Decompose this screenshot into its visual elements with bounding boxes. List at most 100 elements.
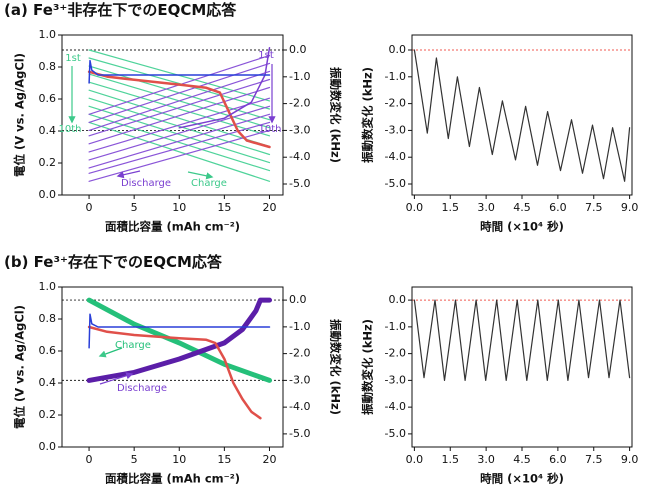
data-line bbox=[88, 78, 271, 137]
annotation: 10th bbox=[59, 124, 82, 135]
x-tick-label: 20 bbox=[262, 453, 276, 466]
x-tick-label: 3.0 bbox=[477, 453, 495, 466]
x-tick-label: 1.5 bbox=[442, 201, 460, 214]
x-tick-label: 5 bbox=[131, 453, 138, 466]
y-tick-label: 0.2 bbox=[39, 408, 57, 421]
y-tick-label: -4.0 bbox=[385, 400, 406, 413]
y-tick-label: 1.0 bbox=[39, 280, 57, 293]
y2-tick-label: -5.0 bbox=[289, 427, 310, 440]
x-tick-label: 9.0 bbox=[621, 201, 639, 214]
panel-title: (a) Fe³⁺非存在下でのEQCM応答 bbox=[4, 1, 237, 19]
data-line bbox=[88, 62, 271, 123]
data-line bbox=[88, 129, 271, 182]
plot-area bbox=[413, 299, 631, 381]
y2-tick-label: -4.0 bbox=[289, 150, 310, 163]
data-line bbox=[88, 97, 271, 156]
y-tick-label: -4.0 bbox=[385, 150, 406, 163]
data-line bbox=[88, 113, 271, 169]
x-tick-label: 4.5 bbox=[513, 453, 531, 466]
x-tick-label: 7.5 bbox=[585, 201, 603, 214]
annotation: Discharge bbox=[117, 383, 167, 394]
plot-area bbox=[87, 47, 271, 182]
data-line bbox=[88, 105, 271, 161]
y-axis-label: 電位 (V vs. Ag/AgCl) bbox=[13, 53, 27, 177]
x-tick-label: 10 bbox=[172, 453, 186, 466]
y-tick-label: -3.0 bbox=[385, 123, 406, 136]
y2-tick-label: -3.0 bbox=[289, 373, 310, 386]
x-tick-label: 0.0 bbox=[406, 453, 424, 466]
plot-area bbox=[413, 49, 631, 182]
annotation: Discharge bbox=[121, 178, 171, 189]
plot-area bbox=[86, 297, 272, 420]
x-tick-label: 15 bbox=[217, 453, 231, 466]
x-tick-label: 0.0 bbox=[406, 201, 424, 214]
axes-frame bbox=[411, 286, 633, 448]
x-tick-label: 0 bbox=[86, 453, 93, 466]
y2-tick-label: -4.0 bbox=[289, 400, 310, 413]
data-line bbox=[88, 81, 271, 137]
x-tick-label: 5 bbox=[131, 201, 138, 214]
y-axis-label: 振動数変化 (kHz) bbox=[361, 319, 375, 415]
data-line bbox=[413, 299, 631, 381]
y-tick-label: -2.0 bbox=[385, 97, 406, 110]
y-tick-label: 0.0 bbox=[39, 188, 57, 201]
y-tick-label: -3.0 bbox=[385, 373, 406, 386]
data-line bbox=[178, 47, 271, 129]
arrow bbox=[98, 347, 123, 358]
y-tick-label: -1.0 bbox=[385, 70, 406, 83]
data-line bbox=[88, 97, 271, 153]
arrow bbox=[187, 171, 214, 180]
y-tick-label: 0.0 bbox=[39, 440, 57, 453]
y-tick-label: 0.2 bbox=[39, 156, 57, 169]
y2-axis-label: 振動数変化 (kHz) bbox=[329, 67, 343, 163]
axes-frame bbox=[61, 286, 284, 448]
y-tick-label: 0.6 bbox=[39, 344, 57, 357]
x-tick-label: 6.0 bbox=[549, 201, 567, 214]
y2-tick-label: -5.0 bbox=[289, 177, 310, 190]
y2-tick-label: -2.0 bbox=[289, 97, 310, 110]
x-tick-label: 6.0 bbox=[549, 453, 567, 466]
y2-tick-label: 0.0 bbox=[289, 293, 307, 306]
x-tick-label: 4.5 bbox=[513, 201, 531, 214]
panel-title: (b) Fe³⁺存在下でのEQCM応答 bbox=[4, 253, 223, 271]
x-tick-label: 3.0 bbox=[477, 201, 495, 214]
x-tick-label: 10 bbox=[172, 201, 186, 214]
y2-tick-label: -1.0 bbox=[289, 320, 310, 333]
data-line bbox=[88, 105, 271, 164]
x-axis-label: 面積比容量 (mAh cm⁻²) bbox=[105, 472, 240, 486]
data-line bbox=[87, 70, 271, 149]
arrow bbox=[116, 170, 141, 179]
data-line bbox=[413, 49, 631, 182]
axes-frame bbox=[61, 34, 284, 196]
x-tick-label: 1.5 bbox=[442, 453, 460, 466]
x-axis-label: 時間 (×10⁴ 秒) bbox=[480, 472, 564, 486]
y-tick-label: -5.0 bbox=[385, 177, 406, 190]
annotation: Charge bbox=[115, 340, 151, 351]
data-line bbox=[88, 113, 271, 172]
y2-tick-label: -1.0 bbox=[289, 70, 310, 83]
y2-axis-label: 振動数変化 (kHz) bbox=[329, 319, 343, 415]
y-tick-label: 0.0 bbox=[389, 43, 407, 56]
y-tick-label: 0.4 bbox=[39, 124, 57, 137]
data-line bbox=[88, 59, 271, 84]
arrow bbox=[99, 372, 134, 385]
annotation: 10th bbox=[259, 124, 282, 135]
data-line bbox=[88, 70, 271, 131]
y-tick-label: -1.0 bbox=[385, 320, 406, 333]
y-tick-label: -5.0 bbox=[385, 427, 406, 440]
y-tick-label: 0.4 bbox=[39, 376, 57, 389]
data-line bbox=[88, 313, 271, 349]
data-line bbox=[88, 89, 271, 148]
y2-tick-label: -2.0 bbox=[289, 347, 310, 360]
x-tick-label: 7.5 bbox=[585, 453, 603, 466]
arrows bbox=[68, 64, 276, 385]
x-tick-label: 20 bbox=[262, 201, 276, 214]
x-axis-label: 面積比容量 (mAh cm⁻²) bbox=[105, 220, 240, 234]
y-tick-label: -2.0 bbox=[385, 347, 406, 360]
y-tick-label: 0.8 bbox=[39, 312, 57, 325]
data-line bbox=[86, 297, 272, 383]
x-axis-label: 時間 (×10⁴ 秒) bbox=[480, 220, 564, 234]
data-line bbox=[88, 86, 271, 145]
annotation: 1st bbox=[65, 53, 81, 64]
